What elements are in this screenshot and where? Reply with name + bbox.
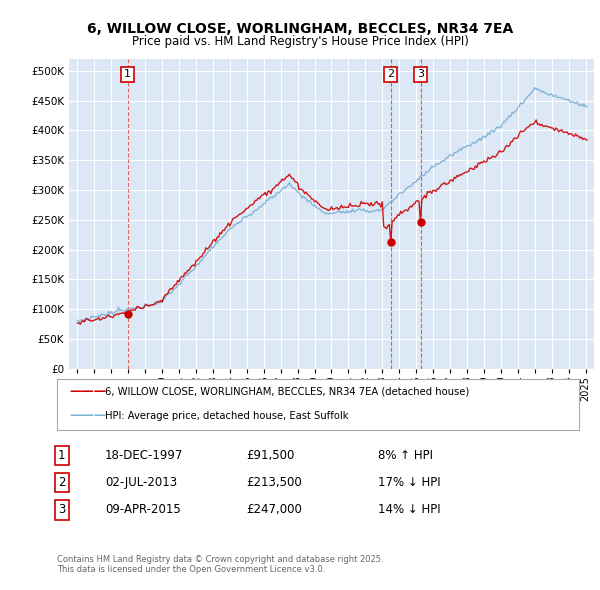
Text: 02-JUL-2013: 02-JUL-2013 bbox=[105, 476, 177, 489]
Text: 8% ↑ HPI: 8% ↑ HPI bbox=[378, 449, 433, 462]
Text: 14% ↓ HPI: 14% ↓ HPI bbox=[378, 503, 440, 516]
Text: 18-DEC-1997: 18-DEC-1997 bbox=[105, 449, 184, 462]
Text: HPI: Average price, detached house, East Suffolk: HPI: Average price, detached house, East… bbox=[105, 411, 349, 421]
Text: 1: 1 bbox=[58, 449, 65, 462]
Text: 6, WILLOW CLOSE, WORLINGHAM, BECCLES, NR34 7EA (detached house): 6, WILLOW CLOSE, WORLINGHAM, BECCLES, NR… bbox=[105, 386, 469, 396]
Text: Price paid vs. HM Land Registry's House Price Index (HPI): Price paid vs. HM Land Registry's House … bbox=[131, 35, 469, 48]
Text: 1: 1 bbox=[124, 70, 131, 80]
Text: 09-APR-2015: 09-APR-2015 bbox=[105, 503, 181, 516]
Text: £213,500: £213,500 bbox=[246, 476, 302, 489]
Text: 2: 2 bbox=[58, 476, 65, 489]
Text: 2: 2 bbox=[387, 70, 394, 80]
Text: ———: ——— bbox=[69, 409, 106, 422]
Text: 3: 3 bbox=[58, 503, 65, 516]
Text: 6, WILLOW CLOSE, WORLINGHAM, BECCLES, NR34 7EA: 6, WILLOW CLOSE, WORLINGHAM, BECCLES, NR… bbox=[87, 22, 513, 37]
Text: £91,500: £91,500 bbox=[246, 449, 295, 462]
Text: 3: 3 bbox=[417, 70, 424, 80]
Text: £247,000: £247,000 bbox=[246, 503, 302, 516]
Text: ———: ——— bbox=[69, 385, 106, 398]
Text: Contains HM Land Registry data © Crown copyright and database right 2025.
This d: Contains HM Land Registry data © Crown c… bbox=[57, 555, 383, 574]
Text: 17% ↓ HPI: 17% ↓ HPI bbox=[378, 476, 440, 489]
